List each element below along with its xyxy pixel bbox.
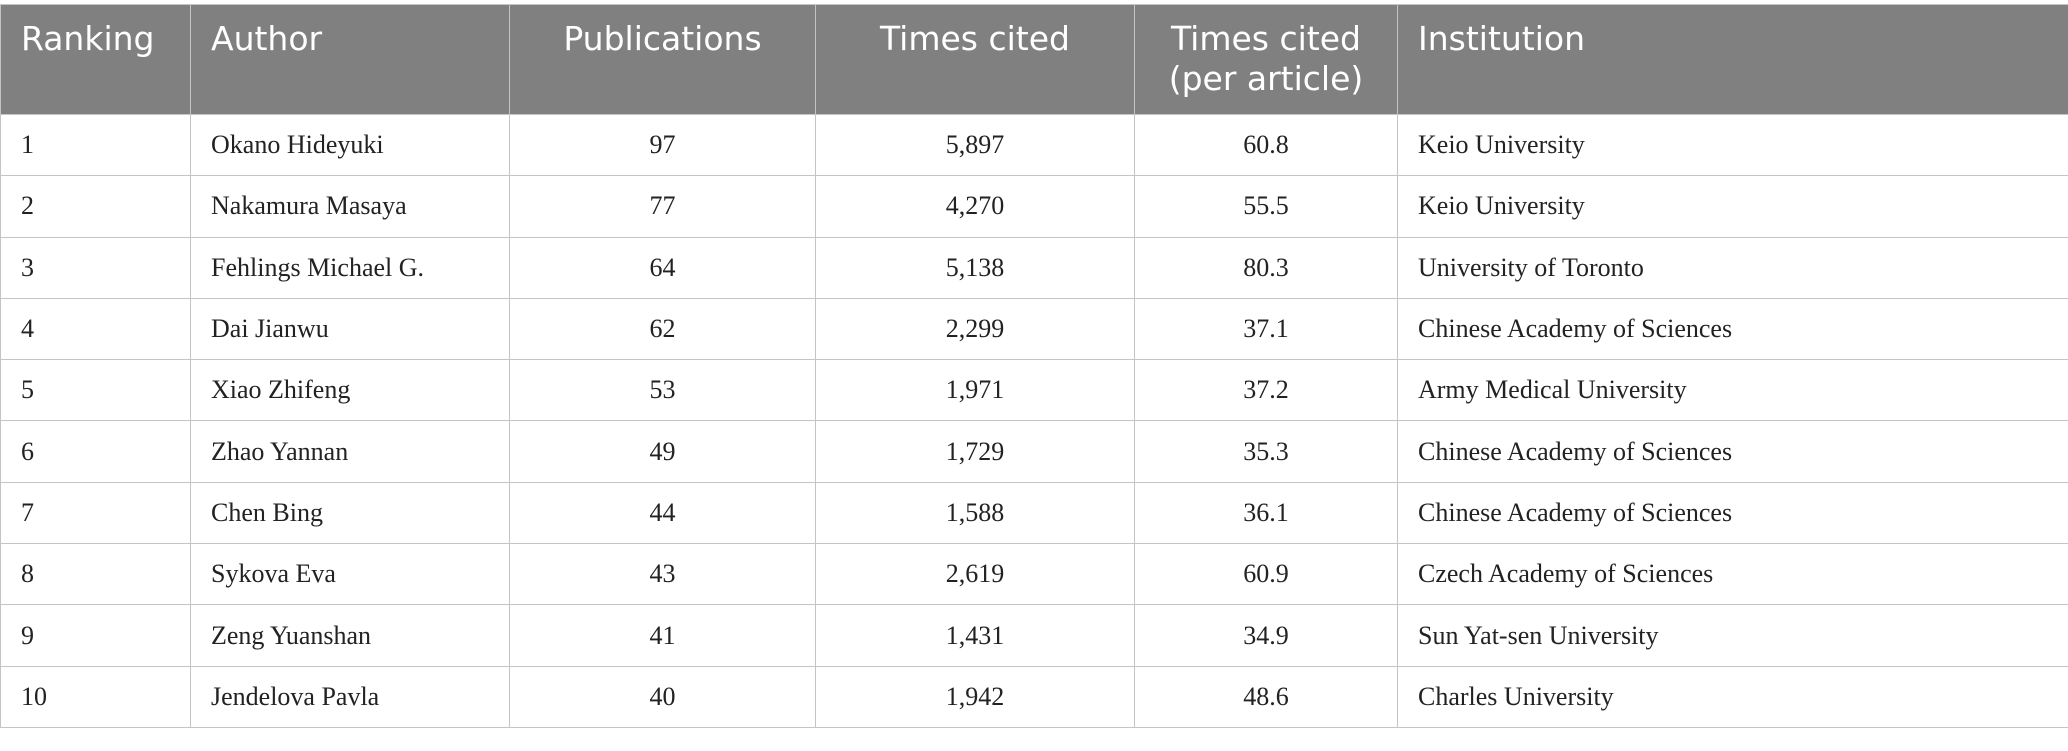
table-cell: Chinese Academy of Sciences — [1398, 298, 2068, 359]
table-cell: Jendelova Pavla — [191, 666, 510, 727]
table-cell: 48.6 — [1135, 666, 1398, 727]
table-cell: 97 — [510, 115, 816, 176]
table-cell: 5 — [1, 360, 191, 421]
table-cell: 1 — [1, 115, 191, 176]
table-cell: 55.5 — [1135, 176, 1398, 237]
table-cell: 64 — [510, 237, 816, 298]
table-cell: 3 — [1, 237, 191, 298]
table-cell: 44 — [510, 482, 816, 543]
header-cell: Times cited (per article) — [1135, 5, 1398, 115]
table-cell: Chen Bing — [191, 482, 510, 543]
header-cell: Times cited — [816, 5, 1135, 115]
header-cell: Author — [191, 5, 510, 115]
table-cell: 62 — [510, 298, 816, 359]
table-cell: 8 — [1, 544, 191, 605]
table-cell: Czech Academy of Sciences — [1398, 544, 2068, 605]
table-cell: University of Toronto — [1398, 237, 2068, 298]
table-cell: Charles University — [1398, 666, 2068, 727]
header-cell: Institution — [1398, 5, 2068, 115]
table-cell: 1,942 — [816, 666, 1135, 727]
table-cell: Okano Hideyuki — [191, 115, 510, 176]
table-cell: 41 — [510, 605, 816, 666]
table-cell: 37.1 — [1135, 298, 1398, 359]
header-cell: Publications — [510, 5, 816, 115]
table-cell: 49 — [510, 421, 816, 482]
table-cell: 36.1 — [1135, 482, 1398, 543]
table-cell: Chinese Academy of Sciences — [1398, 421, 2068, 482]
table-cell: 7 — [1, 482, 191, 543]
table-cell: 2 — [1, 176, 191, 237]
table-cell: Xiao Zhifeng — [191, 360, 510, 421]
table-cell: 1,729 — [816, 421, 1135, 482]
table-cell: 77 — [510, 176, 816, 237]
table-cell: 60.8 — [1135, 115, 1398, 176]
table-cell: Nakamura Masaya — [191, 176, 510, 237]
table-cell: 2,619 — [816, 544, 1135, 605]
table-cell: Zeng Yuanshan — [191, 605, 510, 666]
table-cell: Keio University — [1398, 115, 2068, 176]
table-cell: 4,270 — [816, 176, 1135, 237]
table-cell: 34.9 — [1135, 605, 1398, 666]
table-cell: 53 — [510, 360, 816, 421]
table-cell: 1,588 — [816, 482, 1135, 543]
table-cell: Zhao Yannan — [191, 421, 510, 482]
table-cell: 1,971 — [816, 360, 1135, 421]
table-cell: 5,897 — [816, 115, 1135, 176]
table-cell: Chinese Academy of Sciences — [1398, 482, 2068, 543]
table-cell: 1,431 — [816, 605, 1135, 666]
header-cell: Ranking — [1, 5, 191, 115]
table-cell: Army Medical University — [1398, 360, 2068, 421]
table-cell: 10 — [1, 666, 191, 727]
table-cell: 4 — [1, 298, 191, 359]
table-cell: 2,299 — [816, 298, 1135, 359]
table-cell: 43 — [510, 544, 816, 605]
table-cell: 6 — [1, 421, 191, 482]
table-cell: 5,138 — [816, 237, 1135, 298]
table-cell: Dai Jianwu — [191, 298, 510, 359]
table-cell: 35.3 — [1135, 421, 1398, 482]
table-cell: 9 — [1, 605, 191, 666]
table-cell: 80.3 — [1135, 237, 1398, 298]
table-cell: 37.2 — [1135, 360, 1398, 421]
table-cell: Fehlings Michael G. — [191, 237, 510, 298]
table-cell: Sykova Eva — [191, 544, 510, 605]
table-cell: 60.9 — [1135, 544, 1398, 605]
table-cell: 40 — [510, 666, 816, 727]
table-cell: Sun Yat-sen University — [1398, 605, 2068, 666]
table-cell: Keio University — [1398, 176, 2068, 237]
